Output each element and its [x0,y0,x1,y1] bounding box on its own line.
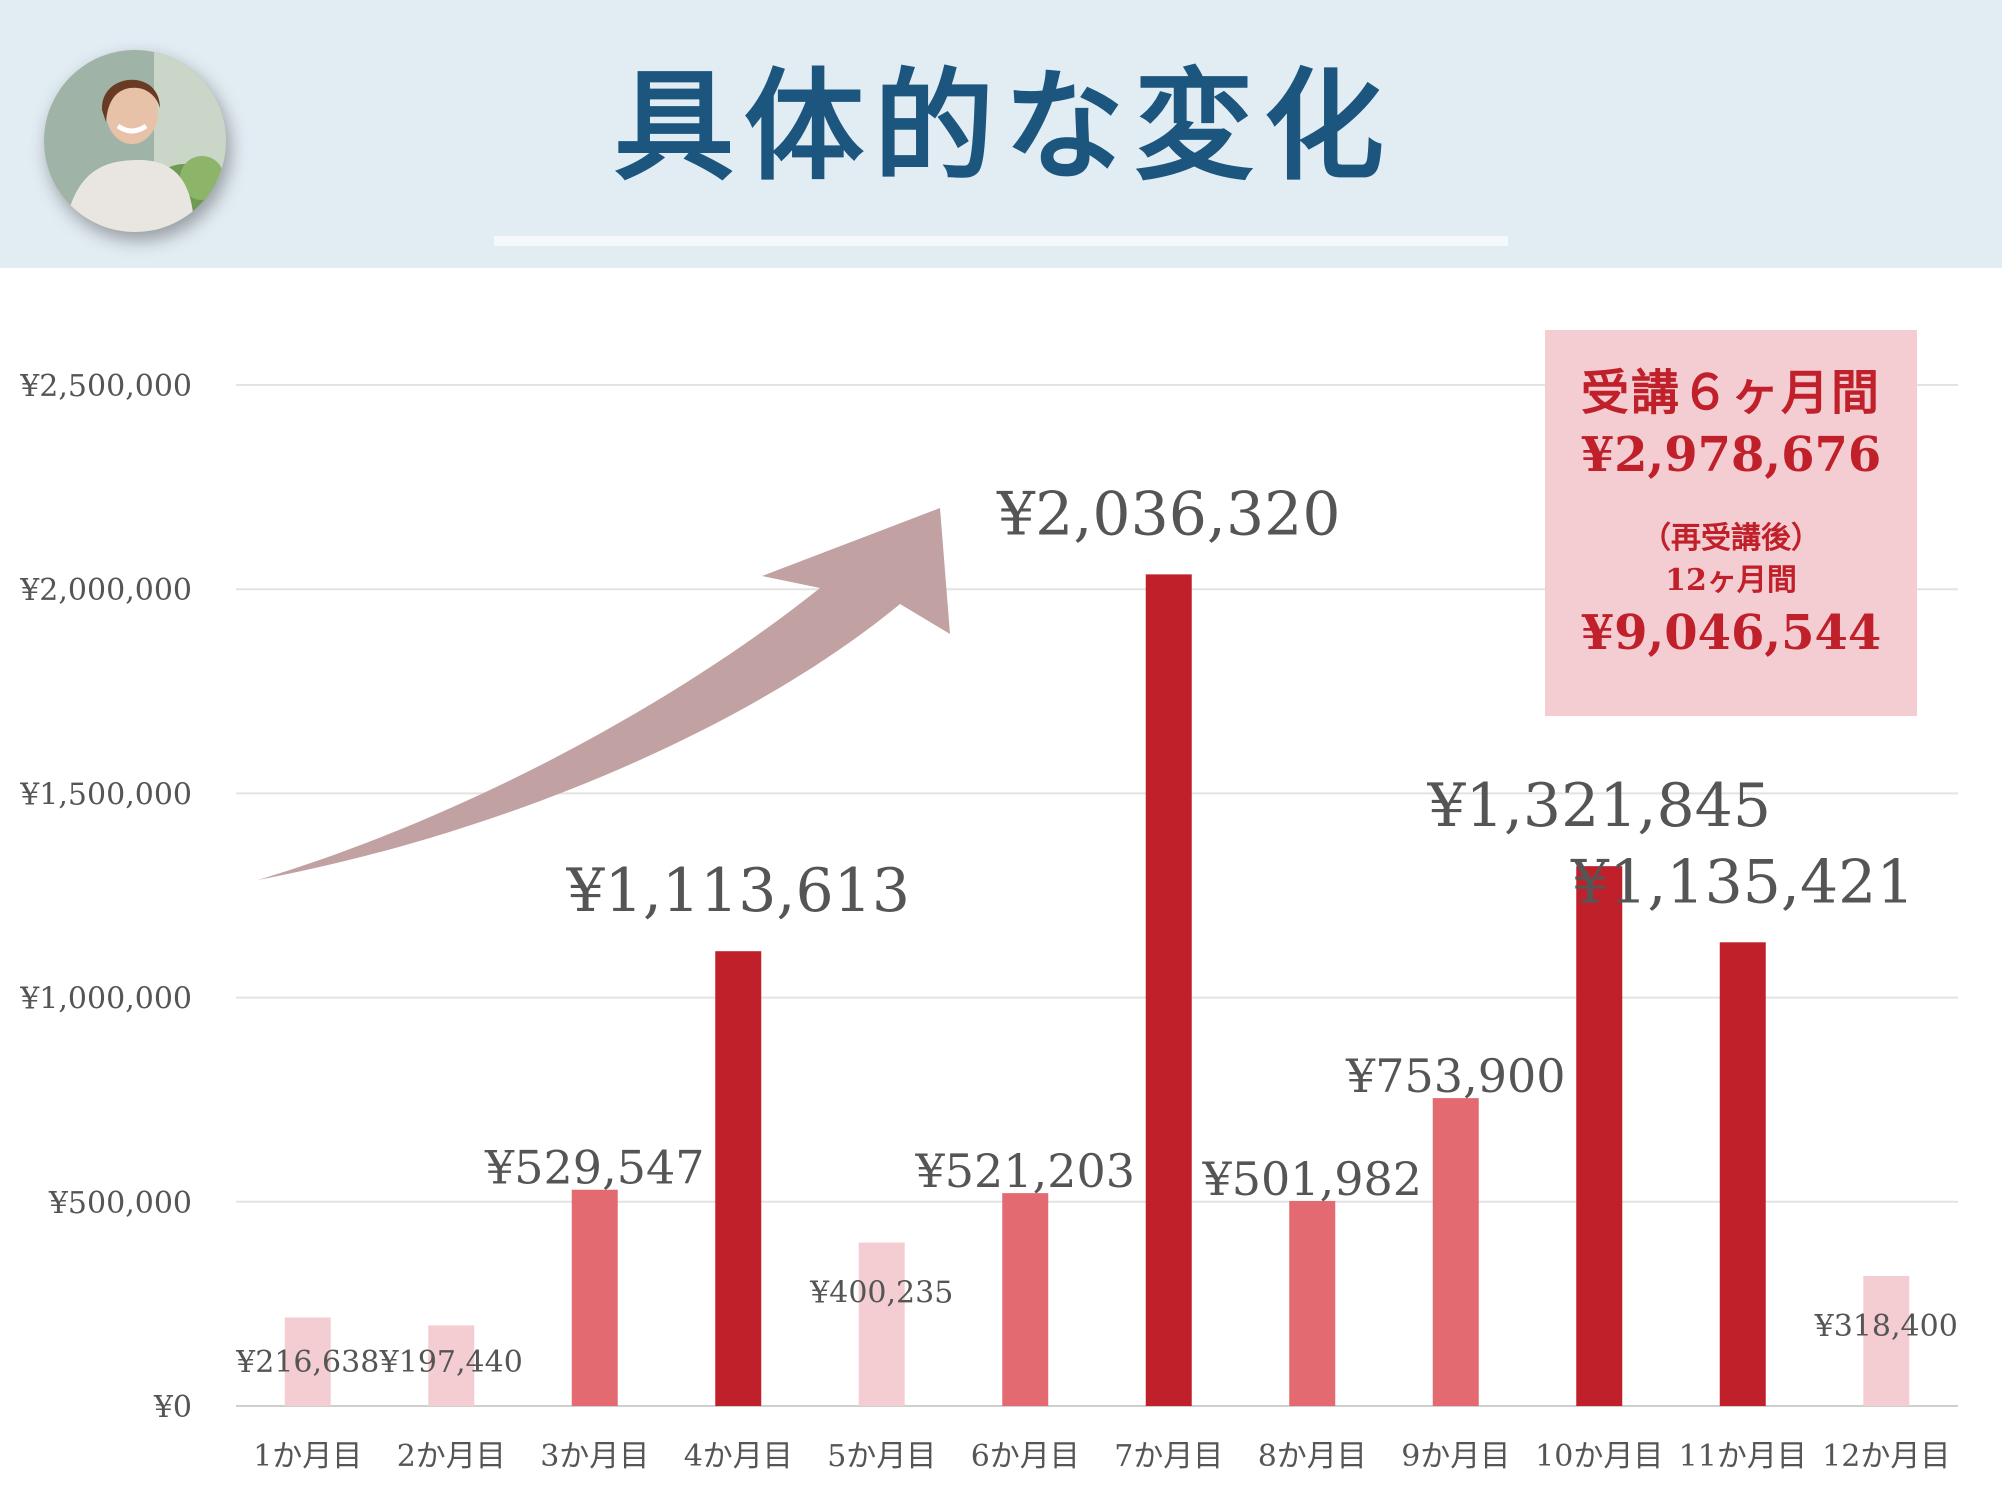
value-label: ¥197,440 [379,1345,523,1380]
y-tick-label: ¥500,000 [48,1186,192,1221]
title-underline [494,236,1508,246]
value-label: ¥753,900 [1345,1049,1566,1103]
bar [1576,866,1623,1406]
y-tick-label: ¥1,000,000 [19,982,192,1017]
x-tick-label: 11か月目 [1679,1439,1807,1474]
value-label: ¥1,113,613 [565,856,910,926]
page-title: 具体的な変化 [614,58,1394,197]
callout-twelve-month-total: ¥9,046,544 [1580,605,1882,661]
y-tick-label: ¥1,500,000 [19,777,192,812]
value-labels: ¥216,638 ¥197,440 ¥529,547 ¥1,113,613 ¥400,2… [235,479,1958,1380]
y-tick-label: ¥2,000,000 [19,573,192,608]
total-callout: 受講６ヶ月間 ¥2,978,676 （再受講後） 12ヶ月間 ¥9,046,54… [1545,330,1917,716]
x-tick-label: 10か月目 [1535,1439,1663,1474]
callout-period: 受講６ヶ月間 [1580,365,1881,421]
callout-twelve-month-period: 12ヶ月間 [1665,563,1797,598]
bar [428,1325,475,1406]
y-axis: ¥0 ¥500,000 ¥1,000,000 ¥1,500,000 ¥2,000,000… [19,369,192,1425]
value-label: ¥1,321,845 [1426,771,1771,841]
bar [1863,1275,1910,1406]
callout-six-month-total: ¥2,978,676 [1580,427,1882,483]
bar [571,1189,618,1406]
y-tick-label: ¥0 [153,1390,192,1425]
bar [1145,574,1192,1406]
value-label: ¥400,235 [809,1276,953,1311]
bars [284,574,1910,1406]
value-label: ¥2,036,320 [996,479,1341,549]
x-tick-label: 1か月目 [253,1439,362,1474]
x-tick-label: 5か月目 [827,1439,936,1474]
x-tick-label: 9か月目 [1401,1439,1510,1474]
x-tick-label: 4か月目 [684,1439,793,1474]
x-tick-label: 12か月目 [1822,1439,1950,1474]
value-label: ¥216,638 [235,1345,379,1380]
x-tick-label: 3か月目 [540,1439,649,1474]
bar [1289,1200,1336,1406]
x-axis: 1か月目 2か月目 3か月目 4か月目 5か月目 6か月目 7か月目 8か月目 9か月目 10か月… [253,1439,1950,1474]
bar [1002,1193,1049,1406]
bar [284,1317,331,1406]
callout-retake-note: （再受講後） [1641,521,1821,556]
value-label: ¥318,400 [1814,1309,1958,1344]
x-tick-label: 8か月目 [1258,1439,1367,1474]
value-label: ¥501,982 [1202,1152,1423,1206]
value-label: ¥529,547 [484,1141,705,1195]
bar [1719,942,1766,1406]
x-tick-label: 7か月目 [1114,1439,1223,1474]
bar [715,951,762,1406]
value-label: ¥1,135,421 [1570,847,1915,917]
growth-arrow-icon [258,508,950,880]
y-tick-label: ¥2,500,000 [19,369,192,404]
value-label: ¥521,203 [915,1144,1136,1198]
x-tick-label: 2か月目 [397,1439,506,1474]
bar [1432,1098,1479,1406]
header-band [0,0,2002,268]
bar [858,1242,905,1406]
x-tick-label: 6か月目 [971,1439,1080,1474]
